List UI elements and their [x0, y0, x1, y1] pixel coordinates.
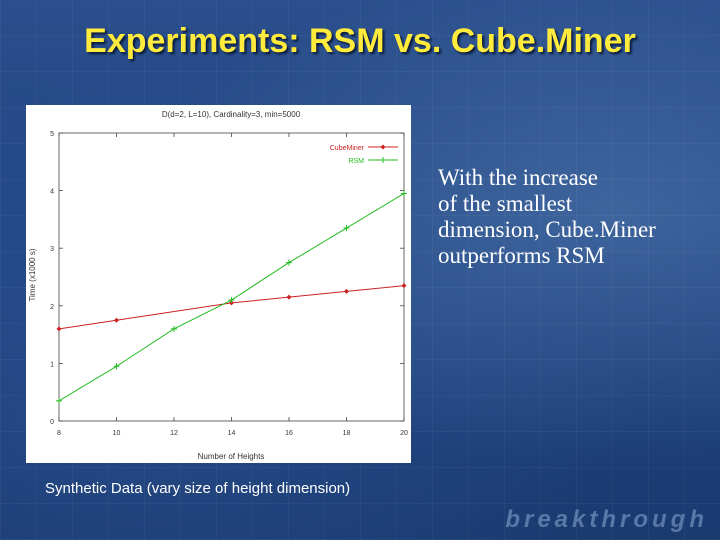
data-point-cubeminer [286, 294, 292, 300]
x-tick-label: 16 [285, 430, 293, 437]
y-tick-label: 0 [50, 419, 54, 426]
data-point-cubeminer [401, 283, 407, 289]
brand-watermark: breakthrough [505, 506, 708, 533]
y-tick-label: 1 [50, 361, 54, 368]
bullet-line: of the smallest [438, 191, 573, 216]
x-axis-label: Number of Heights [198, 452, 265, 461]
x-tick-label: 20 [400, 430, 408, 437]
chart-title: D(d=2, L=10), Cardinality=3, min=5000 [162, 110, 301, 119]
data-point-rsm [113, 363, 120, 370]
x-tick-label: 14 [228, 430, 236, 437]
plot-frame [58, 132, 405, 422]
bullet-line: With the increase [438, 165, 599, 190]
x-tick-label: 8 [57, 430, 61, 437]
y-axis-label: Time (x1000 s) [28, 248, 37, 301]
y-tick-label: 4 [50, 189, 54, 196]
chart-caption: Synthetic Data (vary size of height dime… [45, 480, 351, 497]
bullet-line: dimension, Cube.Miner [438, 217, 656, 242]
y-tick-label: 5 [50, 131, 54, 138]
y-tick-label: 2 [50, 304, 54, 311]
data-point-cubeminer [344, 288, 349, 294]
data-point-rsm [228, 297, 235, 304]
slide-title: Experiments: RSM vs. Cube.Miner [84, 22, 636, 60]
legend-label: RSM [348, 158, 364, 165]
x-tick-label: 10 [113, 430, 121, 437]
data-point-rsm [286, 259, 292, 266]
series-line-cubeminer [58, 285, 405, 330]
line-chart: D(d=2, L=10), Cardinality=3, min=5000 Ti… [28, 110, 408, 461]
bullet-text: With the increase of the smallest dimens… [438, 165, 708, 269]
chart-panel: D(d=2, L=10), Cardinality=3, min=5000 Ti… [26, 105, 411, 463]
legend-marker [380, 144, 386, 150]
y-tick-label: 3 [50, 246, 54, 253]
data-point-cubeminer [114, 317, 119, 323]
data-point-rsm [401, 190, 407, 197]
data-point-cubeminer [56, 326, 62, 332]
bullet-line: outperforms RSM [438, 243, 605, 268]
legend-marker [380, 157, 386, 163]
data-point-rsm [171, 325, 177, 332]
data-point-rsm [343, 225, 350, 232]
x-tick-label: 12 [170, 430, 178, 437]
data-point-rsm [56, 397, 62, 404]
x-tick-label: 18 [343, 430, 351, 437]
legend-label: CubeMiner [330, 145, 365, 152]
